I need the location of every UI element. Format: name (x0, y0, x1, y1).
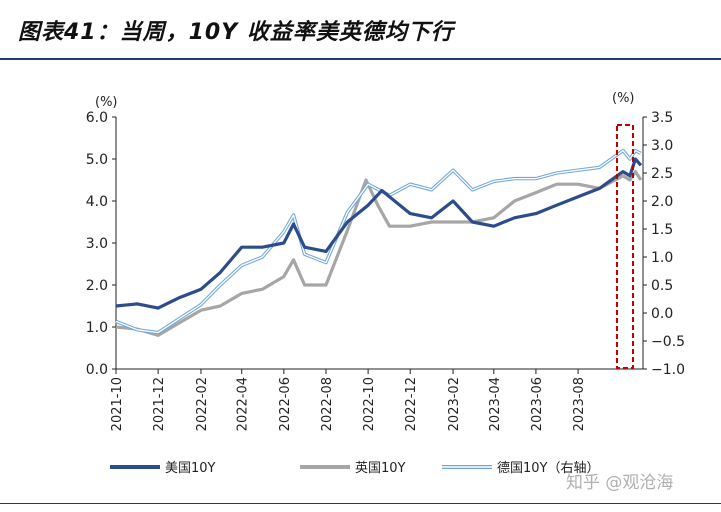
footer-rule (0, 503, 721, 504)
watermark: 知乎 @观沧海 (566, 473, 674, 493)
legend-label-de: 德国10Y（右轴） (497, 461, 599, 476)
series-line-de (115, 148, 642, 335)
right-axis-unit: (%) (612, 91, 635, 106)
legend: 美国10Y 英国10Y 德国10Y（右轴） (110, 461, 599, 476)
series-line-uk (115, 170, 643, 337)
header-rule (0, 58, 721, 60)
right-tick-label: 3.5 (651, 110, 673, 126)
legend-label-us: 美国10Y (165, 461, 216, 476)
x-tick-label: 2021-10 (110, 377, 125, 431)
x-tick-label: 2023-06 (530, 377, 545, 431)
right-tick-label: 2.0 (651, 194, 673, 210)
right-tick-label: 0.5 (651, 278, 673, 294)
left-tick-label: 0.0 (86, 362, 108, 378)
right-tick-label: 2.5 (651, 166, 673, 182)
right-tick-label: 1.5 (651, 222, 673, 238)
left-tick-label: 5.0 (86, 152, 108, 168)
right-tick-label: −1.0 (651, 362, 685, 378)
x-tick-label: 2023-04 (488, 377, 503, 431)
x-tick-label: 2021-12 (152, 377, 167, 431)
x-tick-label: 2023-02 (447, 377, 462, 431)
right-tick-label: 3.0 (651, 138, 673, 154)
left-axis-unit: (%) (95, 95, 118, 110)
left-tick-label: 3.0 (86, 236, 108, 252)
x-tick-label: 2022-06 (278, 377, 293, 431)
legend-label-uk: 英国10Y (355, 461, 406, 476)
left-tick-label: 6.0 (86, 110, 108, 126)
x-tick-label: 2023-08 (572, 377, 587, 431)
right-tick-label: 1.0 (651, 250, 673, 266)
right-tick-label: 0.0 (651, 306, 673, 322)
series-layer (115, 148, 643, 337)
x-tick-label: 2022-10 (362, 377, 377, 431)
series-line-us (115, 157, 643, 310)
highlight-box (616, 124, 634, 369)
x-tick-label: 2022-02 (195, 377, 210, 431)
axes-layer: 0.0 1.0 2.0 3.0 4.0 5.0 6.0 −1.0 −0.5 0.0 0.5 1.0 1.… (86, 110, 685, 431)
x-tick-label: 2022-08 (320, 377, 335, 431)
x-tick-label: 2022-04 (236, 377, 251, 431)
x-tick-label: 2022-12 (404, 377, 419, 431)
chart-title: 图表41：当周，10Y 收益率美英德均下行 (18, 20, 454, 45)
series-line-de-inner (115, 149, 642, 334)
left-tick-label: 2.0 (86, 278, 108, 294)
right-tick-label: −0.5 (651, 334, 685, 350)
left-tick-label: 4.0 (86, 194, 108, 210)
left-tick-label: 1.0 (86, 320, 108, 336)
